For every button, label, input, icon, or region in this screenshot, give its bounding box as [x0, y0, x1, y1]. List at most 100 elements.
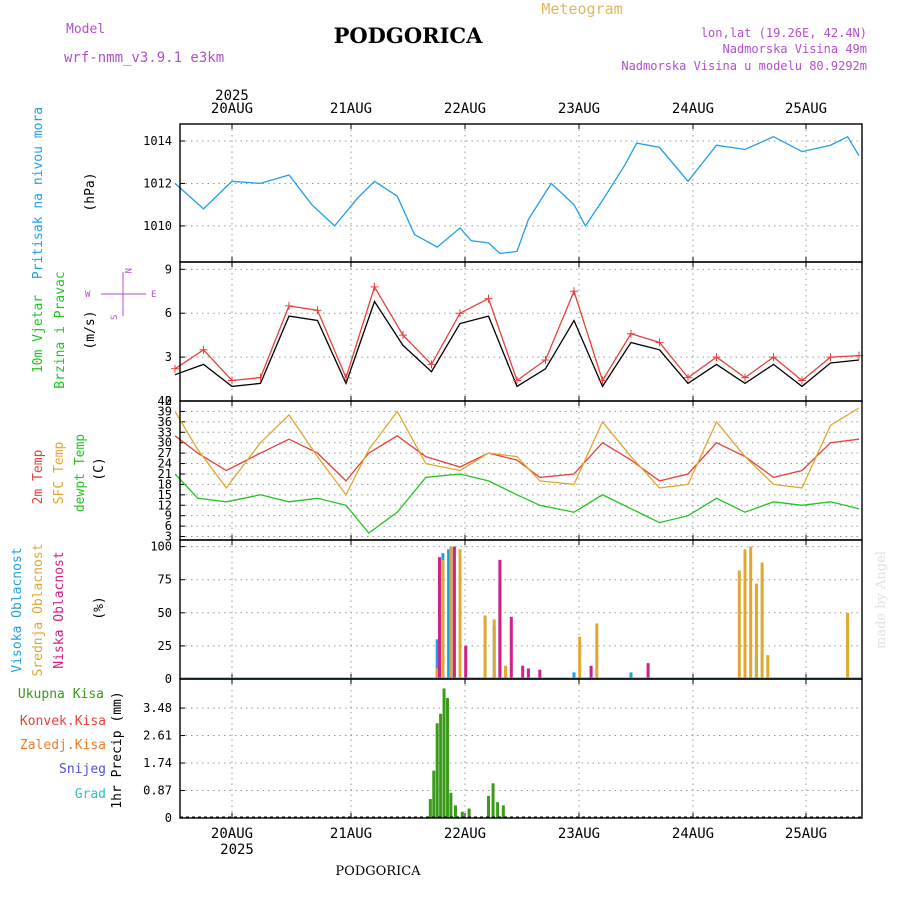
panel-frame — [179, 539, 863, 680]
y-tick-label: 18 — [158, 477, 172, 491]
panel-frame — [179, 678, 863, 819]
bottom-day-label: 25AUG — [785, 826, 827, 842]
lonlat-text: lon,lat (19.26E, 42.4N) — [701, 26, 867, 40]
gust-point — [684, 373, 692, 382]
series-line-gust — [174, 285, 860, 383]
bar-niska-oblacnost — [521, 665, 525, 679]
ms-label: (m/s) — [83, 310, 98, 349]
bar-srednja-oblacnost — [766, 655, 770, 679]
sfc-label: SFC Temp — [52, 442, 67, 505]
panel-4: 0 0.87 1.74 2.61 3.48 — [143, 678, 863, 825]
legend-conv-rain: Konvek.Kisa — [20, 714, 106, 729]
gust-point — [513, 376, 521, 385]
gust-point — [427, 360, 436, 369]
y-tick-label: 6 — [165, 519, 172, 533]
bar-ukupna-kisa — [496, 802, 500, 818]
y-tick-label: 2.61 — [143, 729, 172, 743]
bar-visoka-oblacnost — [629, 672, 633, 679]
bar-srednja-oblacnost — [743, 549, 747, 679]
bar-srednja-oblacnost — [483, 615, 487, 679]
high-cloud-label: Visoka Oblacnost — [10, 547, 25, 672]
y-tick-label: 24 — [158, 457, 172, 471]
gust-point — [228, 376, 236, 385]
y-tick-label: 1014 — [143, 134, 172, 148]
altitude-text: Nadmorska Visina 49m — [723, 42, 868, 56]
gust-point — [399, 331, 407, 340]
y-tick-label: 75 — [158, 573, 172, 587]
gust-point — [313, 306, 322, 315]
bar-srednja-oblacnost — [749, 546, 753, 679]
dewpt-label: dewpt Temp — [73, 434, 88, 512]
gust-point — [171, 364, 179, 373]
y-tick-label: 36 — [158, 415, 172, 429]
legend-freezing-rain: Zaledj.Kisa — [20, 738, 106, 753]
bar-ukupna-kisa — [487, 795, 490, 818]
gust-point — [541, 356, 550, 365]
y-tick-label: 9 — [165, 509, 172, 523]
hpa-label: (hPa) — [83, 172, 98, 211]
meteogram-title: Meteogram — [541, 0, 622, 18]
gust-point — [741, 373, 749, 382]
y-tick-label: 6 — [165, 306, 172, 320]
pressure-label: Pritisak na nivou mora — [31, 107, 46, 279]
y-tick-label: 0 — [165, 811, 172, 825]
gust-point — [456, 309, 464, 318]
y-tick-label: 39 — [158, 404, 172, 418]
bottom-day-labels: 20AUG 21AUG 22AUG 23AUG 24AUG 25AUG — [211, 826, 827, 842]
gust-point — [342, 373, 350, 382]
bar-ukupna-kisa — [501, 805, 505, 818]
bar-ukupna-kisa — [449, 792, 453, 818]
bar-niska-oblacnost — [437, 557, 441, 679]
city-title: PODGORICA — [334, 23, 484, 48]
bar-niska-oblacnost — [509, 616, 513, 679]
gust-point — [627, 329, 635, 338]
y-tick-label: 100 — [150, 540, 172, 554]
top-day-label: 22AUG — [444, 101, 486, 117]
bar-srednja-oblacnost — [737, 570, 741, 679]
bar-srednja-oblacnost — [441, 559, 445, 679]
y-tick-label: 21 — [158, 467, 172, 481]
top-year: 2025 — [215, 88, 249, 104]
panel-0: 1010 1012 1014 — [143, 123, 863, 263]
precip-unit-label: 1hr Precip (mm) — [110, 691, 125, 808]
y-tick-label: 15 — [158, 488, 172, 502]
bar-srednja-oblacnost — [504, 665, 508, 679]
panels: 1010101210140369369121518212427303336394… — [143, 123, 863, 825]
bar-ukupna-kisa — [442, 688, 446, 818]
legend-hail: Grad — [75, 787, 106, 802]
y-tick-label: 3 — [165, 350, 172, 364]
compass-e: E — [151, 290, 156, 300]
gust-point — [199, 345, 208, 354]
bar-niska-oblacnost — [464, 645, 468, 679]
gust-point — [370, 282, 379, 291]
y-tick-label: 25 — [158, 639, 172, 653]
bottom-year: 2025 — [220, 842, 254, 858]
gust-point — [712, 353, 721, 362]
model-name: wrf-nmm_v3.9.1 e3km — [64, 50, 224, 66]
series-line-pressure — [174, 135, 860, 255]
bar-ukupna-kisa — [467, 808, 471, 818]
bar-ukupna-kisa — [491, 783, 495, 818]
series-line-sfc-temp — [174, 407, 860, 497]
compass-n: N — [122, 268, 132, 273]
bar-visoka-oblacnost — [435, 639, 439, 679]
bar-niska-oblacnost — [526, 668, 530, 679]
bar-srednja-oblacnost — [492, 619, 496, 679]
bar-ukupna-kisa — [453, 805, 457, 818]
compass-rose: W E N S — [85, 268, 156, 320]
y-tick-label: 42 — [158, 394, 172, 408]
bar-visoka-oblacnost — [572, 672, 576, 679]
gust-point — [484, 294, 493, 303]
bar-srednja-oblacnost — [578, 636, 582, 679]
bar-ukupna-kisa — [439, 713, 443, 818]
panel-1: 0 3 6 9 — [165, 261, 863, 408]
wind-label-2: Brzina i Pravac — [53, 271, 68, 388]
y-tick-label: 3.48 — [143, 701, 172, 715]
bottom-day-label: 23AUG — [558, 826, 600, 842]
bar-niska-oblacnost — [589, 665, 593, 679]
pct-label: (%) — [92, 596, 107, 619]
y-tick-label: 1.74 — [143, 756, 172, 770]
bar-srednja-oblacnost — [846, 612, 850, 679]
bottom-day-label: 20AUG — [211, 826, 253, 842]
